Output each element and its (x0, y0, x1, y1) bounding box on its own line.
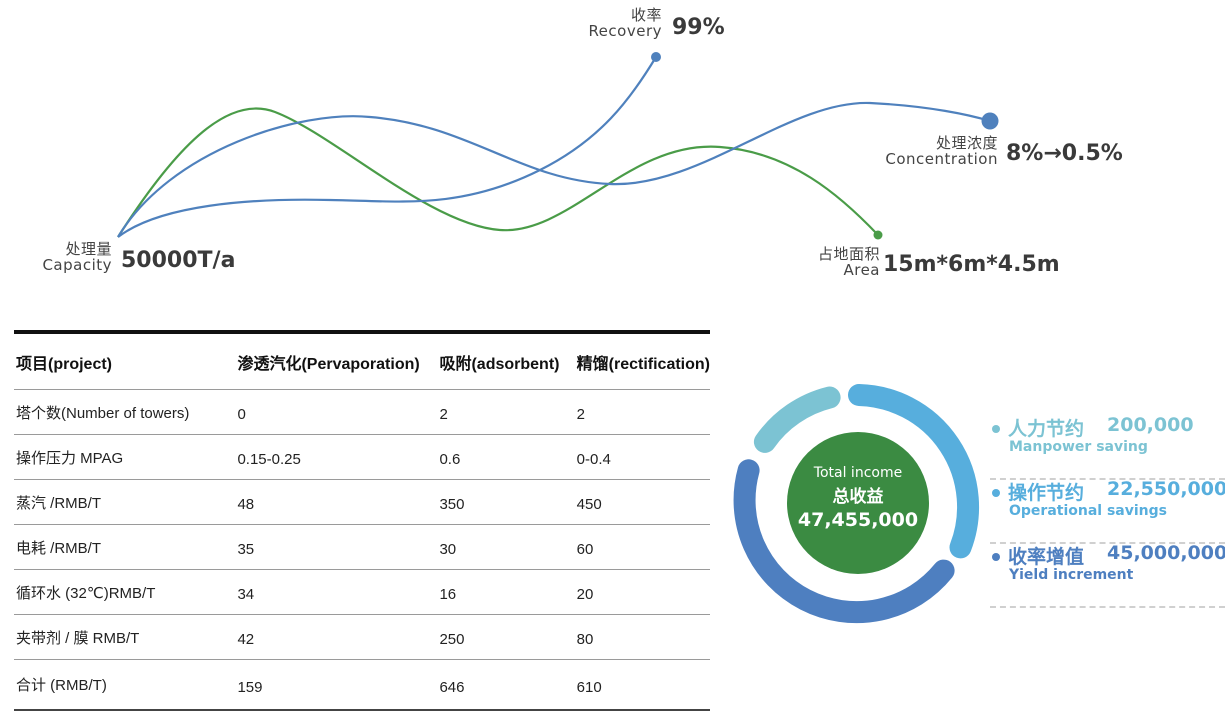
legend-cn: 人力节约 (1008, 418, 1085, 440)
table-row: 循环水 (32℃)RMB/T 34 16 20 (14, 569, 710, 615)
cell-value: 0-0.4 (574, 434, 710, 480)
table-total-row: 合计 (RMB/T) 159 646 610 (14, 659, 710, 711)
green-curve (117, 107, 879, 238)
row-label: 塔个数(Number of towers) (14, 389, 236, 435)
bullet-dot-icon (992, 489, 1000, 497)
recovery-end-dot (651, 52, 661, 62)
header-rectification: 精馏(rectification) (574, 332, 710, 390)
row-label: 蒸汽 /RMB/T (14, 479, 236, 525)
cell-value: 350 (437, 479, 575, 525)
row-label: 循环水 (32℃)RMB/T (14, 569, 236, 615)
total-income-value: 47,455,000 (797, 509, 919, 531)
cell-value: 34 (235, 569, 438, 615)
cell-value: 0 (235, 389, 438, 435)
table-row: 蒸汽 /RMB/T 48 350 450 (14, 479, 710, 525)
table-row: 电耗 /RMB/T 35 30 60 (14, 524, 710, 570)
cell-value: 42 (235, 614, 438, 660)
recovery-cn: 收率 (630, 6, 662, 24)
legend-en: Yield increment (1009, 567, 1134, 583)
total-label: 合计 (RMB/T) (14, 659, 236, 711)
process-curves-graphic (117, 52, 999, 240)
income-donut-chart (733, 384, 980, 624)
cell-value: 2 (574, 389, 710, 435)
header-project: 项目(project) (14, 332, 236, 390)
legend-en: Operational savings (1009, 503, 1167, 519)
donut-segment-yield (733, 459, 955, 624)
capacity-cn: 处理量 (65, 240, 112, 258)
concentration-value: 8%→0.5% (1006, 141, 1123, 166)
legend-item-yield: 收率增值 45,000,000 Yield increment (990, 542, 1225, 608)
header-adsorbent: 吸附(adsorbent) (437, 332, 575, 390)
row-label: 电耗 /RMB/T (14, 524, 236, 570)
area-value: 15m*6m*4.5m (883, 252, 1060, 277)
header-pervaporation: 渗透汽化(Pervaporation) (235, 332, 438, 390)
cell-value: 0.6 (437, 434, 575, 480)
cell-value: 450 (574, 479, 710, 525)
concentration-label: 处理浓度 Concentration 8%→0.5% (872, 134, 1122, 168)
total-value: 159 (235, 659, 438, 711)
cell-value: 35 (235, 524, 438, 570)
blue-curve-concentration (117, 101, 991, 238)
cell-value: 30 (437, 524, 575, 570)
capacity-label: 处理量 Capacity 50000T/a (35, 240, 235, 274)
legend-cn: 收率增值 (1008, 546, 1085, 568)
area-cn: 占地面积 (817, 245, 880, 263)
legend-item-operational: 操作节约 22,550,000 Operational savings (990, 478, 1225, 544)
capacity-value: 50000T/a (121, 248, 236, 273)
bullet-dot-icon (992, 425, 1000, 433)
legend-amount: 22,550,000 (1107, 478, 1225, 500)
cell-value: 2 (437, 389, 575, 435)
legend-amount: 45,000,000 (1107, 542, 1225, 564)
concentration-en: Concentration (885, 149, 998, 168)
recovery-en: Recovery (588, 21, 662, 40)
legend-amount: 200,000 (1107, 414, 1194, 436)
total-income-cn: 总收益 (832, 487, 884, 507)
row-label: 操作压力 MPAG (14, 434, 236, 480)
cell-value: 48 (235, 479, 438, 525)
recovery-value: 99% (672, 15, 725, 40)
table-row: 塔个数(Number of towers) 0 2 2 (14, 389, 710, 435)
total-income-en: Total income (813, 465, 903, 481)
table-row: 操作压力 MPAG 0.15-0.25 0.6 0-0.4 (14, 434, 710, 480)
total-income-circle: Total income 总收益 47,455,000 (787, 432, 929, 574)
cell-value: 80 (574, 614, 710, 660)
donut-segment-manpower (753, 386, 841, 453)
legend-en: Manpower saving (1009, 439, 1148, 455)
table-row: 夹带剂 / 膜 RMB/T 42 250 80 (14, 614, 710, 660)
bullet-dot-icon (992, 553, 1000, 561)
area-end-dot (873, 230, 883, 240)
cost-comparison-table: 项目(project) 渗透汽化(Pervaporation) 吸附(adsor… (14, 330, 710, 711)
cell-value: 16 (437, 569, 575, 615)
total-value: 610 (574, 659, 710, 711)
cell-value: 60 (574, 524, 710, 570)
cell-value: 0.15-0.25 (235, 434, 438, 480)
legend-cn: 操作节约 (1008, 482, 1085, 504)
cell-value: 250 (437, 614, 575, 660)
total-value: 646 (437, 659, 575, 711)
concentration-end-dot (981, 112, 999, 130)
legend-item-manpower: 人力节约 200,000 Manpower saving (990, 414, 1225, 480)
capacity-en: Capacity (42, 255, 112, 274)
donut-segment-operational (848, 384, 980, 559)
cell-value: 20 (574, 569, 710, 615)
concentration-cn: 处理浓度 (935, 134, 998, 152)
recovery-label: 收率 Recovery 99% (584, 6, 724, 40)
row-label: 夹带剂 / 膜 RMB/T (14, 614, 236, 660)
table-header-row: 项目(project) 渗透汽化(Pervaporation) 吸附(adsor… (14, 332, 710, 390)
area-label: 占地面积 Area 15m*6m*4.5m (808, 245, 1060, 279)
blue-curve-recovery (117, 56, 657, 238)
area-en: Area (843, 260, 880, 279)
